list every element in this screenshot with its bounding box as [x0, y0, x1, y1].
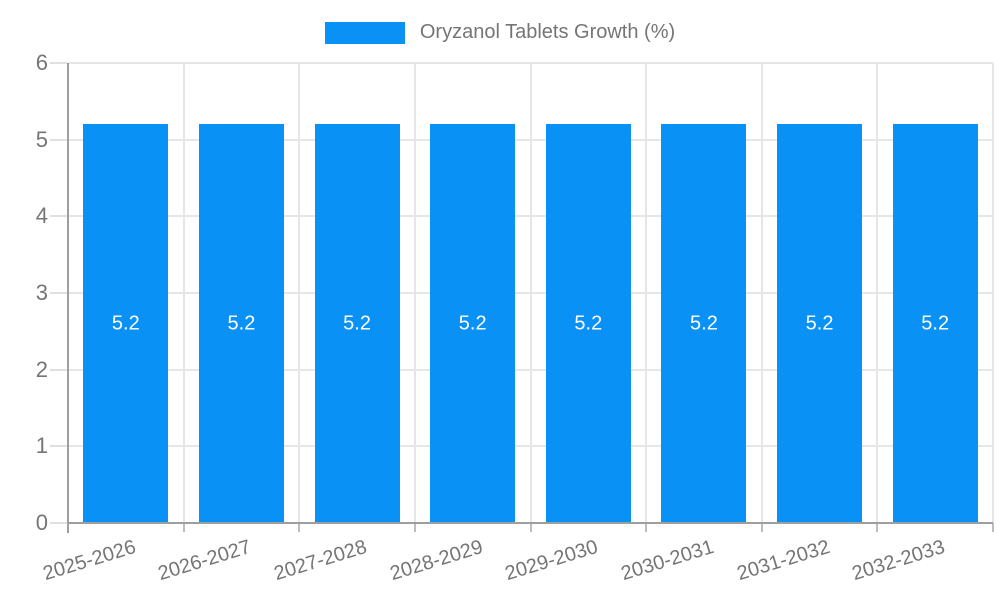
bar[interactable]: 5.2 — [892, 124, 978, 523]
x-tick-mark — [413, 523, 416, 532]
y-tick-label: 5 — [35, 126, 48, 152]
vgrid-line — [413, 63, 416, 523]
bar[interactable]: 5.2 — [198, 124, 284, 523]
bar[interactable]: 5.2 — [777, 124, 863, 523]
x-tick-mark — [760, 523, 763, 532]
bar-value-label: 5.2 — [343, 312, 371, 335]
bar-value-label: 5.2 — [111, 312, 140, 335]
vgrid-line — [876, 63, 879, 523]
x-tick-mark — [645, 523, 648, 532]
y-tick-label: 4 — [35, 203, 48, 229]
bar[interactable]: 5.2 — [314, 124, 400, 523]
y-tick-mark — [50, 368, 67, 371]
x-axis: 2025-2026 2026-2027 2027-2028 2028-2029 2029… — [0, 536, 1000, 600]
y-tick-mark — [50, 62, 67, 64]
y-tick-label: 1 — [35, 433, 48, 459]
vgrid-line — [182, 63, 185, 523]
y-tick-mark — [50, 445, 67, 448]
y-tick-mark — [50, 215, 67, 218]
bar[interactable]: 5.2 — [83, 124, 169, 523]
vgrid-line — [529, 63, 532, 523]
legend-label: Oryzanol Tablets Growth (%) — [419, 21, 676, 43]
vgrid-line — [298, 63, 301, 523]
bar-value-label: 5.2 — [227, 312, 256, 335]
vgrid-line — [760, 63, 763, 523]
x-tick-mark — [876, 523, 879, 532]
y-tick-mark — [50, 292, 67, 294]
bar-value-label: 5.2 — [458, 312, 487, 335]
y-tick-label: 0 — [35, 510, 48, 535]
x-tick-mark — [298, 523, 301, 532]
x-tick-mark — [182, 523, 185, 532]
y-axis: 0 1 2 3 4 5 6 — [0, 50, 48, 535]
y-tick-label: 2 — [35, 356, 48, 382]
bar[interactable]: 5.2 — [545, 124, 631, 523]
bar-value-label: 5.2 — [574, 312, 603, 335]
plot-area: 5.2 5.2 5.2 5.2 5.2 5.2 5.2 5.2 — [68, 62, 994, 523]
bar[interactable]: 5.2 — [430, 124, 516, 523]
x-tick-mark — [529, 523, 532, 532]
bar-value-label: 5.2 — [921, 312, 950, 335]
vgrid-line — [645, 63, 648, 523]
y-tick-label: 6 — [35, 50, 48, 75]
x-axis-baseline — [68, 522, 993, 524]
vgrid-line — [992, 63, 994, 523]
x-tick-mark — [992, 523, 994, 532]
legend[interactable]: Oryzanol Tablets Growth (%) — [0, 21, 1000, 44]
bar-value-label: 5.2 — [690, 312, 718, 335]
bar[interactable]: 5.2 — [661, 124, 747, 523]
y-tick-label: 3 — [35, 280, 48, 305]
y-tick-mark — [50, 522, 67, 524]
bar-value-label: 5.2 — [805, 312, 834, 335]
y-tick-mark — [50, 138, 67, 141]
legend-swatch — [324, 21, 405, 44]
y-axis-line — [67, 63, 69, 533]
